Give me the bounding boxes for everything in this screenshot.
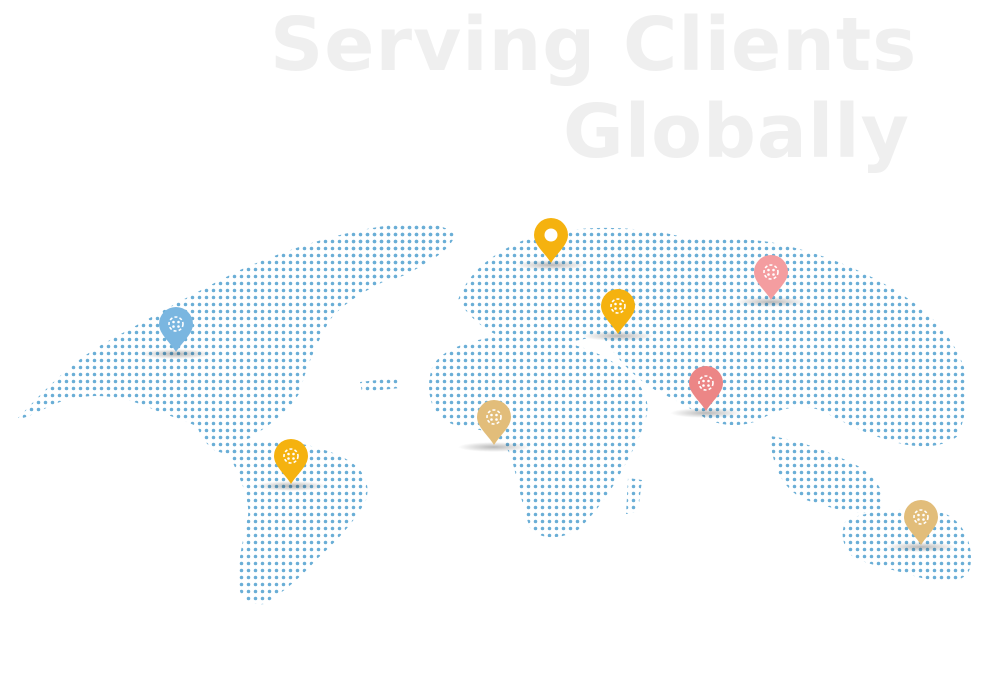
pin-glyph-dot <box>177 325 180 328</box>
landmass-africa <box>429 336 648 538</box>
pin-south-asia[interactable] <box>670 366 742 418</box>
pin-glyph-dot <box>292 452 295 456</box>
landmass-southeast-asia <box>770 436 884 514</box>
landmass-south-america <box>232 440 368 605</box>
pin-globe-glyph <box>913 509 929 525</box>
pin-glyph-dot <box>917 518 920 521</box>
pin-glyph-dot <box>767 268 770 272</box>
pin-center-dot <box>544 228 558 242</box>
pin-glyph-dot <box>619 307 622 310</box>
map-pin-icon <box>477 400 511 445</box>
pin-globe-glyph <box>168 316 184 332</box>
pin-glyph-dot <box>495 418 498 421</box>
headline-line-2: Globally <box>563 89 910 175</box>
landmass-madagascar <box>626 478 642 514</box>
pin-glyph-dot <box>287 452 290 456</box>
location-pins <box>140 218 957 552</box>
pin-shadow <box>735 297 807 307</box>
pin-australia[interactable] <box>885 500 957 552</box>
pin-north-america[interactable] <box>140 307 212 359</box>
pin-glyph-dot <box>917 513 920 517</box>
pin-glyph-dot <box>287 457 290 460</box>
pin-glyph-dot <box>177 320 180 324</box>
pin-shadow <box>255 481 327 491</box>
pin-glyph-dot <box>707 384 710 387</box>
pin-glyph-dot <box>772 268 775 272</box>
pin-globe-glyph <box>698 375 714 391</box>
pin-glyph-dot <box>614 302 617 306</box>
pin-shadow <box>670 408 742 418</box>
pin-shadow <box>885 542 957 552</box>
pin-shadow <box>515 260 587 270</box>
headline-line-1: Serving Clients <box>270 2 918 88</box>
pin-glyph-dot <box>614 307 617 310</box>
pin-glyph-dot <box>495 413 498 417</box>
pin-globe-glyph <box>486 409 502 425</box>
pin-globe-glyph <box>610 298 626 314</box>
landmass-caribbean <box>360 378 400 392</box>
pin-shadow <box>458 442 530 452</box>
map-pin-icon <box>689 366 723 411</box>
pin-glyph-dot <box>172 325 175 328</box>
pin-glyph-dot <box>922 518 925 521</box>
pin-glyph-dot <box>619 302 622 306</box>
pin-europe[interactable] <box>515 218 587 270</box>
pin-glyph-dot <box>490 413 493 417</box>
map-pin-icon <box>601 289 635 334</box>
map-pin-icon <box>274 439 308 484</box>
pin-glyph-dot <box>772 273 775 276</box>
pin-glyph-dot <box>702 379 705 383</box>
pin-glyph-dot <box>767 273 770 276</box>
pin-globe-glyph <box>763 264 779 280</box>
landmasses <box>18 223 971 605</box>
pin-shadow <box>140 349 212 359</box>
map-pin-icon <box>159 307 193 352</box>
pin-glyph-dot <box>490 418 493 421</box>
map-pin-icon <box>754 255 788 300</box>
pin-glyph-dot <box>292 457 295 460</box>
landmass-north-america <box>18 223 455 441</box>
map-pin-icon <box>904 500 938 545</box>
pin-glyph-dot <box>707 379 710 383</box>
pin-south-america[interactable] <box>255 439 327 491</box>
landmass-asia <box>595 237 968 447</box>
pin-glyph-dot <box>172 320 175 324</box>
pin-glyph-dot <box>702 384 705 387</box>
pin-middle-east[interactable] <box>582 289 654 341</box>
pin-shadow <box>582 331 654 341</box>
pin-africa[interactable] <box>458 400 530 452</box>
pin-globe-glyph <box>283 448 299 464</box>
pin-glyph-dot <box>922 513 925 517</box>
pin-russia[interactable] <box>735 255 807 307</box>
landmass-greenland <box>350 225 442 283</box>
